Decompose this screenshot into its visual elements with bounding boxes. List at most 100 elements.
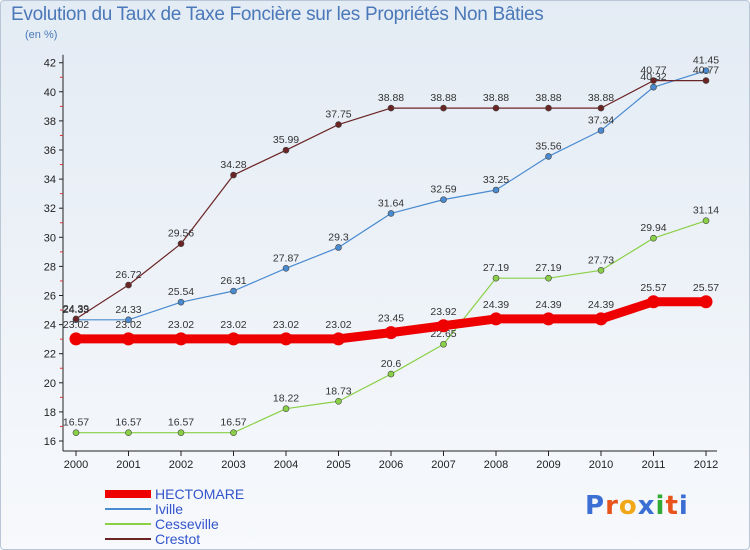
logo-letter: x	[637, 491, 656, 521]
data-label-crestot: 40.77	[693, 65, 719, 77]
logo-letter: o	[618, 491, 638, 521]
y-tick-label: 42	[44, 58, 56, 70]
data-label-crestot: 26.72	[115, 269, 141, 281]
data-label-iville: 29.3	[328, 231, 349, 243]
data-label-hectomare: 23.45	[378, 313, 404, 325]
logo-letter: i	[655, 491, 666, 521]
data-label-crestot: 38.88	[535, 92, 561, 104]
data-label-cesseville: 27.73	[588, 254, 614, 266]
data-point-cesseville	[125, 429, 132, 437]
data-label-crestot: 38.88	[588, 92, 614, 104]
data-point-hectomare	[437, 319, 450, 333]
data-point-hectomare	[542, 312, 555, 326]
y-tick-label: 36	[44, 145, 56, 157]
data-label-iville: 32.59	[430, 184, 456, 196]
data-point-crestot	[650, 77, 657, 84]
data-point-iville	[282, 264, 290, 272]
data-label-cesseville: 27.19	[535, 262, 561, 274]
x-tick-label: 2008	[484, 459, 508, 471]
data-point-cesseville	[545, 274, 552, 282]
data-point-crestot	[597, 104, 605, 112]
data-point-hectomare	[122, 332, 135, 346]
data-point-crestot	[230, 171, 237, 179]
data-label-hectomare: 24.39	[535, 299, 561, 311]
x-tick-label: 2010	[589, 459, 613, 471]
data-label-iville: 26.31	[220, 275, 246, 287]
data-label-cesseville: 16.57	[63, 417, 89, 429]
y-tick-label: 20	[44, 378, 56, 390]
data-label-iville: 24.33	[63, 304, 89, 316]
data-point-hectomare	[647, 295, 660, 309]
logo-letter: r	[605, 491, 619, 521]
y-tick-label: 26	[44, 291, 56, 303]
data-label-hectomare: 25.57	[640, 282, 666, 294]
x-tick-label: 2003	[221, 459, 245, 471]
y-tick-label: 32	[44, 203, 56, 215]
data-point-iville	[702, 67, 710, 75]
unit-label: (en %)	[25, 29, 58, 41]
data-label-cesseville: 20.6	[381, 358, 402, 370]
x-tick-label: 2001	[116, 459, 140, 471]
data-point-iville	[387, 210, 395, 217]
data-point-cesseville	[230, 429, 237, 437]
data-point-iville	[440, 196, 447, 203]
y-tick-label: 28	[44, 261, 56, 273]
y-tick-label: 16	[44, 436, 56, 448]
data-point-crestot	[440, 104, 447, 112]
x-tick-label: 2004	[274, 459, 298, 471]
data-label-iville: 27.87	[273, 252, 299, 264]
data-label-hectomare: 23.02	[273, 319, 299, 331]
x-tick-label: 2006	[379, 459, 403, 471]
legend-label-hectomare: HECTOMARE	[155, 486, 244, 502]
data-point-crestot	[335, 121, 342, 128]
logo-letter: P	[585, 491, 606, 521]
legend-label-cesseville: Cesseville	[155, 516, 219, 532]
data-label-crestot: 34.28	[220, 159, 246, 171]
x-tick-label: 2007	[431, 459, 455, 471]
data-label-iville: 35.56	[535, 140, 561, 152]
data-point-cesseville	[492, 274, 500, 282]
data-label-cesseville: 16.57	[220, 417, 246, 429]
data-point-crestot	[545, 104, 552, 112]
data-label-cesseville: 16.57	[115, 417, 141, 429]
data-point-cesseville	[440, 340, 447, 348]
data-label-iville: 37.34	[588, 115, 614, 127]
data-label-crestot: 24.39	[63, 303, 89, 315]
data-point-cesseville	[72, 429, 80, 437]
data-label-cesseville: 22.65	[430, 328, 456, 340]
data-point-iville	[335, 244, 342, 251]
data-label-hectomare: 23.02	[220, 319, 246, 331]
data-label-hectomare: 23.02	[115, 319, 141, 331]
data-label-iville: 33.25	[483, 174, 509, 186]
data-point-iville	[177, 298, 185, 306]
x-tick-label: 2002	[169, 459, 193, 471]
y-tick-label: 34	[44, 174, 56, 186]
data-point-crestot	[282, 146, 290, 154]
data-point-iville	[230, 287, 237, 295]
data-point-cesseville	[650, 234, 657, 242]
y-tick-label: 40	[44, 87, 56, 99]
logo-letter: i	[678, 491, 689, 521]
data-label-cesseville: 27.19	[483, 262, 509, 274]
data-label-hectomare: 23.92	[430, 306, 456, 318]
data-point-cesseville	[597, 267, 605, 274]
data-label-iville: 25.54	[168, 286, 194, 298]
data-point-hectomare	[699, 295, 713, 309]
data-point-iville	[492, 186, 500, 194]
data-point-cesseville	[177, 429, 185, 437]
y-tick-label: 18	[44, 407, 56, 419]
data-point-iville	[125, 316, 132, 324]
data-point-iville	[597, 127, 605, 134]
data-point-hectomare	[174, 332, 188, 346]
x-tick-label: 2012	[694, 459, 718, 471]
data-point-cesseville	[702, 217, 710, 225]
data-label-hectomare: 25.57	[693, 282, 719, 294]
data-label-crestot: 38.88	[483, 92, 509, 104]
data-point-crestot	[177, 240, 185, 248]
data-point-crestot	[492, 104, 500, 112]
data-point-hectomare	[332, 332, 345, 346]
data-point-iville	[545, 153, 552, 160]
data-label-crestot: 40.77	[640, 65, 666, 77]
data-point-cesseville	[387, 370, 395, 378]
